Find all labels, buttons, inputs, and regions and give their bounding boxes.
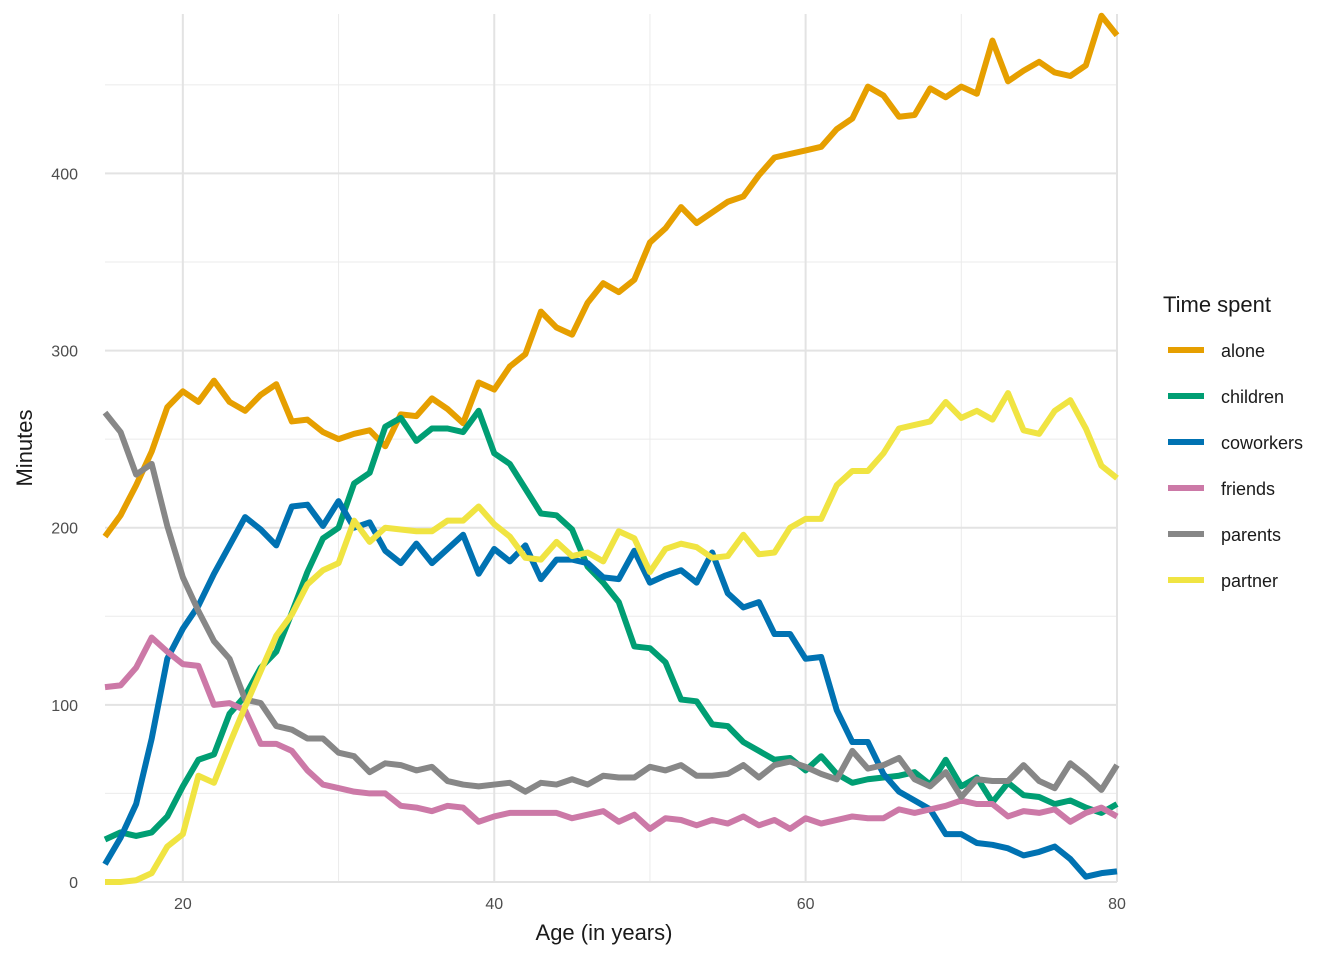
- series-line-partner: [105, 390, 1119, 885]
- legend-label-alone: alone: [1221, 341, 1265, 361]
- x-tick-label: 60: [797, 896, 815, 913]
- y-tick-label: 200: [51, 521, 78, 538]
- series-line-alone: [102, 12, 1120, 539]
- legend-label-children: children: [1221, 387, 1284, 407]
- legend-label-friends: friends: [1221, 479, 1275, 499]
- y-axis-title: Minutes: [12, 409, 37, 486]
- x-axis-title: Age (in years): [536, 920, 673, 945]
- legend-title: Time spent: [1163, 292, 1271, 317]
- y-tick-label: 300: [51, 344, 78, 361]
- x-tick-label: 40: [485, 896, 503, 913]
- series-lines: [102, 12, 1120, 885]
- series-line-friends: [104, 634, 1119, 832]
- series-line-parents: [102, 410, 1120, 800]
- y-axis-tick-labels: 0 100 200 300 400: [51, 166, 78, 892]
- series-line-children: [103, 407, 1119, 843]
- grid: [105, 14, 1118, 883]
- x-tick-label: 20: [174, 896, 192, 913]
- legend-label-partner: partner: [1221, 571, 1278, 591]
- y-tick-label: 100: [51, 698, 78, 715]
- y-tick-label: 400: [51, 166, 78, 183]
- x-tick-label: 80: [1108, 896, 1126, 913]
- x-axis-tick-labels: 20 40 60 80: [174, 896, 1126, 913]
- legend-label-parents: parents: [1221, 525, 1281, 545]
- legend: Time spent alone children coworkers friends…: [1163, 292, 1303, 591]
- series-line-coworkers: [102, 498, 1118, 880]
- y-tick-label: 0: [69, 875, 78, 892]
- legend-label-coworkers: coworkers: [1221, 433, 1303, 453]
